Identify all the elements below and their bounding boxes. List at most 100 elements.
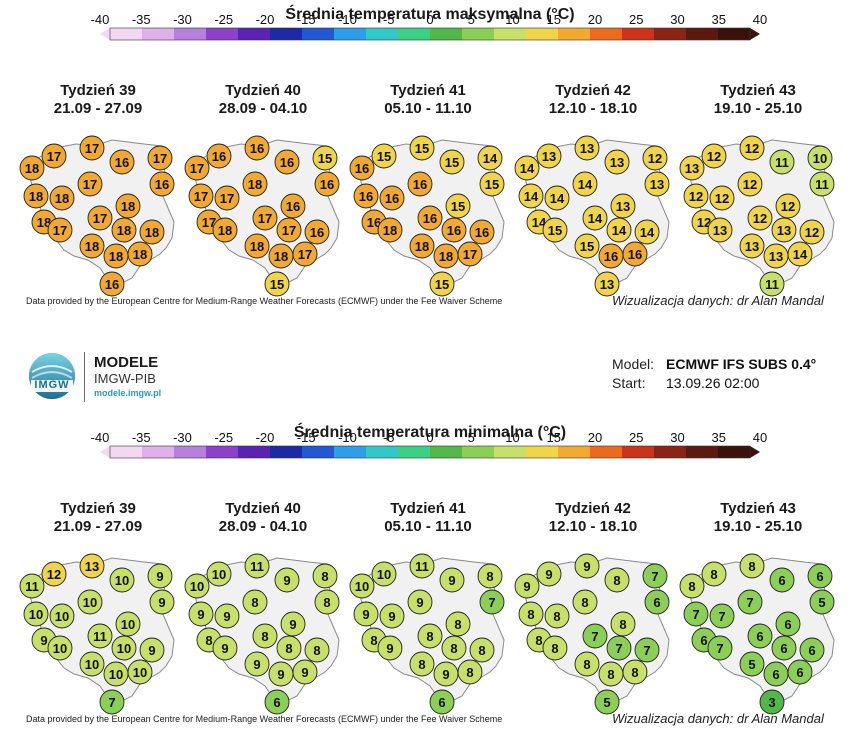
station-value: 8 [619,617,626,632]
station-marker: 12 [775,193,801,219]
station-circle [709,603,735,629]
station-circle [244,553,270,579]
station-circle [268,243,294,269]
colorbar-segment [462,28,495,40]
station-value: 14 [640,225,655,240]
station-circle [739,651,765,677]
logo-url-link[interactable]: modele.imgw.pl [94,388,162,398]
station-circle [49,603,75,629]
station-circle [769,149,795,175]
station-marker: 8 [739,553,765,579]
model-label: Model: [612,356,655,372]
station-marker: 13 [644,171,670,197]
station-circle [606,217,632,243]
station-value: 16 [367,215,381,230]
station-circle [212,635,238,661]
colorbar-border [109,445,751,459]
station-circle [79,553,105,579]
colorbar-segment [366,28,399,40]
station-value: 13 [745,239,759,254]
colorbar-tick-label: -5 [382,430,395,445]
station-value: 12 [745,141,759,156]
station-marker: 17 [87,205,113,231]
station-marker: 12 [683,183,709,209]
station-circle [479,589,505,615]
station-value: 9 [40,633,47,648]
station-value: 12 [715,191,729,206]
station-marker: 8 [544,603,570,629]
week-title: Tydzień 41 05.10 - 11.10 [348,500,508,536]
station-value: 9 [388,609,395,624]
station-value: 8 [454,617,461,632]
station-value: 15 [377,149,391,164]
station-circle [439,567,465,593]
station-circle [268,661,294,687]
station-value: 14 [612,223,627,238]
station-value: 14 [524,189,539,204]
station-marker: 9 [407,589,433,615]
station-value: 15 [451,199,465,214]
colorbar-tick-label: 20 [587,430,603,445]
station-marker: 7 [683,601,709,627]
station-value: 18 [145,225,159,240]
station-marker: 18 [19,155,45,181]
station-circle [280,193,306,219]
station-value: 6 [700,633,707,648]
station-marker: 14 [518,183,544,209]
station-circle [707,217,733,243]
station-circle [683,601,709,627]
station-marker: 16 [441,217,467,243]
station-circle [276,635,302,661]
station-value: 15 [435,277,449,292]
station-value: 11 [93,629,107,644]
station-value: 18 [133,247,147,262]
station-value: 16 [628,247,642,262]
week-label: Tydzień 40 [225,500,301,517]
station-value: 16 [250,141,264,156]
station-circle [737,589,763,615]
station-value: 17 [202,215,216,230]
station-value: 8 [323,595,330,610]
station-circle [574,651,600,677]
station-circle [807,563,833,589]
station-marker: 8 [679,573,705,599]
station-value: 18 [55,191,69,206]
station-marker: 10 [807,145,833,171]
station-marker: 8 [312,563,338,589]
station-value: 12 [47,567,61,582]
station-marker: 8 [441,635,467,661]
station-value: 17 [194,189,208,204]
station-value: 16 [155,177,169,192]
station-value: 6 [756,629,763,644]
station-marker: 13 [574,135,600,161]
week-dates: 28.09 - 04.10 [218,518,308,535]
station-value: 16 [447,223,461,238]
station-circle [542,217,568,243]
station-value: 10 [355,579,369,594]
colorbar-arrow-right [750,446,760,458]
station-value: 7 [108,695,115,710]
colorbar-tick-label: -30 [173,12,192,27]
station-marker: 10 [206,561,232,587]
station-marker: 17 [79,135,105,161]
station-circle [433,243,459,269]
station-circle [634,219,660,245]
colorbar-segment [622,28,655,40]
colorbar-tick-label: 40 [752,430,768,445]
min-temp-colorbar [100,444,760,460]
station-marker: 5 [594,689,620,715]
station-value: 17 [220,191,234,206]
station-marker: 13 [594,271,620,297]
station-circle [184,573,210,599]
colorbar-segment [366,446,399,458]
station-circle [87,205,113,231]
station-value: 18 [218,223,232,238]
colorbar-segment [430,28,463,40]
station-value: 16 [320,177,334,192]
colorbar-tick-label: -25 [214,430,234,445]
colorbar-segment [526,446,559,458]
station-circle [79,135,105,161]
station-value: 16 [385,191,399,206]
station-circle [429,271,455,297]
station-marker: 8 [518,601,544,627]
